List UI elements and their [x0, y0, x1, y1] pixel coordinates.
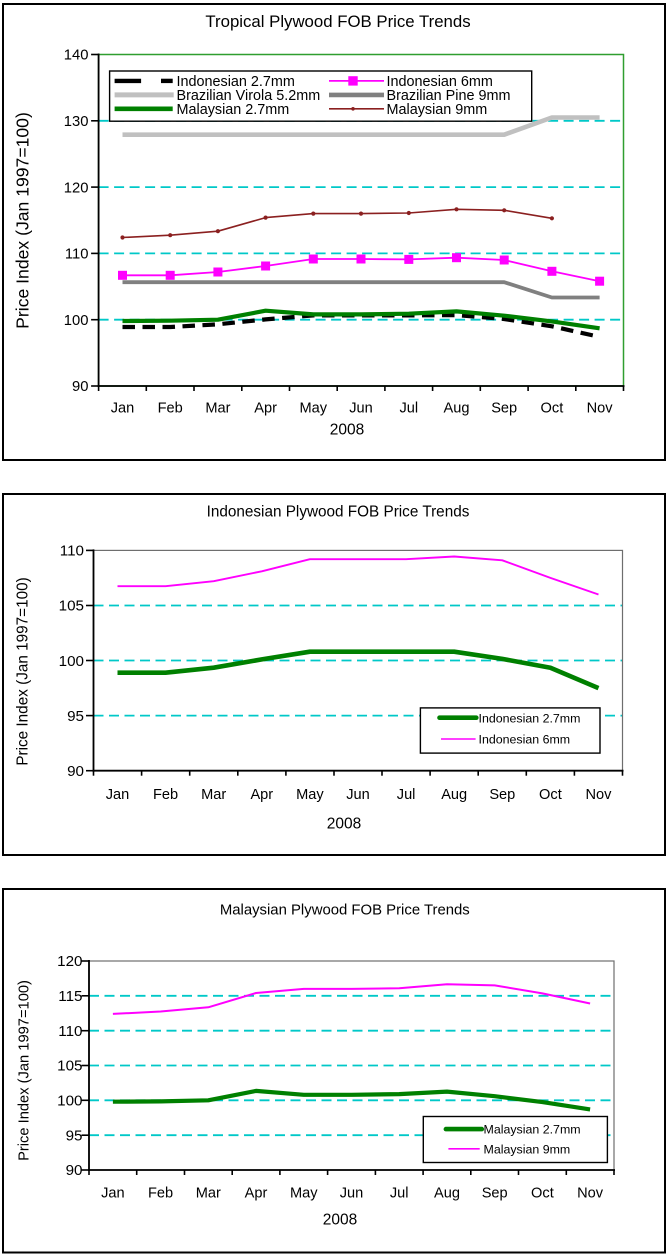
- svg-text:Price Index (Jan 1997=100): Price Index (Jan 1997=100): [17, 980, 33, 1161]
- svg-text:Malaysian 9mm: Malaysian 9mm: [387, 102, 488, 118]
- svg-text:Oct: Oct: [531, 1186, 554, 1202]
- svg-text:Jan: Jan: [106, 787, 130, 803]
- svg-text:Jun: Jun: [340, 1186, 364, 1202]
- svg-text:May: May: [296, 787, 324, 803]
- svg-text:May: May: [290, 1186, 318, 1202]
- svg-text:105: 105: [57, 1058, 82, 1075]
- svg-text:Sep: Sep: [491, 401, 517, 417]
- svg-text:Mar: Mar: [201, 787, 226, 803]
- svg-text:Indonesian 6mm: Indonesian 6mm: [387, 74, 493, 90]
- svg-text:Feb: Feb: [158, 401, 183, 417]
- svg-text:110: 110: [60, 543, 84, 560]
- svg-text:2008: 2008: [330, 422, 364, 439]
- svg-text:Jun: Jun: [346, 787, 370, 803]
- svg-text:Malaysian 2.7mm: Malaysian 2.7mm: [177, 102, 290, 118]
- svg-text:100: 100: [57, 1093, 82, 1110]
- svg-text:Price Index (Jan 1997=100): Price Index (Jan 1997=100): [15, 577, 32, 765]
- svg-text:95: 95: [67, 708, 84, 725]
- svg-text:Nov: Nov: [587, 401, 614, 417]
- svg-text:110: 110: [65, 247, 89, 263]
- svg-text:110: 110: [58, 1023, 82, 1040]
- svg-text:120: 120: [57, 953, 82, 970]
- svg-text:Indonesian 2.7mm: Indonesian 2.7mm: [479, 711, 581, 725]
- svg-text:Oct: Oct: [541, 401, 564, 417]
- svg-text:120: 120: [64, 180, 89, 196]
- svg-text:Jul: Jul: [399, 401, 418, 417]
- svg-text:100: 100: [59, 653, 84, 670]
- svg-text:Jan: Jan: [111, 401, 135, 417]
- svg-text:Jul: Jul: [390, 1186, 409, 1202]
- svg-text:2008: 2008: [327, 816, 361, 833]
- svg-text:95: 95: [66, 1127, 83, 1144]
- svg-text:Tropical Plywood FOB Price Tre: Tropical Plywood FOB Price Trends: [205, 12, 470, 31]
- svg-text:Aug: Aug: [444, 401, 470, 417]
- svg-text:Jun: Jun: [349, 401, 373, 417]
- svg-text:Malaysian 9mm: Malaysian 9mm: [484, 1142, 571, 1156]
- svg-text:Apr: Apr: [250, 787, 273, 803]
- svg-text:Malaysian 2.7mm: Malaysian 2.7mm: [484, 1123, 581, 1137]
- svg-text:2008: 2008: [323, 1212, 357, 1229]
- svg-text:Jan: Jan: [101, 1186, 125, 1202]
- svg-text:Mar: Mar: [205, 401, 230, 417]
- svg-text:Feb: Feb: [148, 1186, 173, 1202]
- svg-text:Nov: Nov: [577, 1186, 604, 1202]
- svg-text:May: May: [300, 401, 328, 417]
- svg-text:Jul: Jul: [397, 787, 416, 803]
- svg-text:Nov: Nov: [586, 787, 613, 803]
- svg-text:Brazilian Virola 5.2mm: Brazilian Virola 5.2mm: [177, 88, 321, 104]
- svg-text:Mar: Mar: [196, 1186, 221, 1202]
- svg-text:Apr: Apr: [254, 401, 277, 417]
- svg-text:Indonesian Plywood FOB Price T: Indonesian Plywood FOB Price Trends: [207, 504, 470, 521]
- svg-text:Apr: Apr: [245, 1186, 268, 1202]
- svg-text:90: 90: [66, 1162, 83, 1179]
- svg-text:130: 130: [64, 114, 89, 130]
- svg-text:Sep: Sep: [489, 787, 515, 803]
- svg-text:Aug: Aug: [434, 1186, 460, 1202]
- svg-text:Sep: Sep: [482, 1186, 508, 1202]
- svg-text:Indonesian 2.7mm: Indonesian 2.7mm: [177, 74, 295, 90]
- svg-text:105: 105: [59, 598, 84, 615]
- svg-text:Aug: Aug: [441, 787, 467, 803]
- svg-text:Price Index (Jan 1997=100): Price Index (Jan 1997=100): [13, 112, 33, 329]
- svg-text:100: 100: [64, 313, 89, 329]
- svg-text:140: 140: [64, 48, 89, 64]
- svg-text:90: 90: [67, 763, 84, 780]
- svg-text:115: 115: [58, 988, 82, 1005]
- svg-text:Feb: Feb: [153, 787, 178, 803]
- svg-text:Malaysian Plywood FOB Price Tr: Malaysian Plywood FOB Price Trends: [220, 903, 470, 919]
- svg-text:Brazilian Pine 9mm: Brazilian Pine 9mm: [387, 88, 511, 104]
- svg-text:90: 90: [72, 379, 88, 395]
- svg-text:Oct: Oct: [539, 787, 562, 803]
- svg-text:Indonesian 6mm: Indonesian 6mm: [479, 733, 571, 747]
